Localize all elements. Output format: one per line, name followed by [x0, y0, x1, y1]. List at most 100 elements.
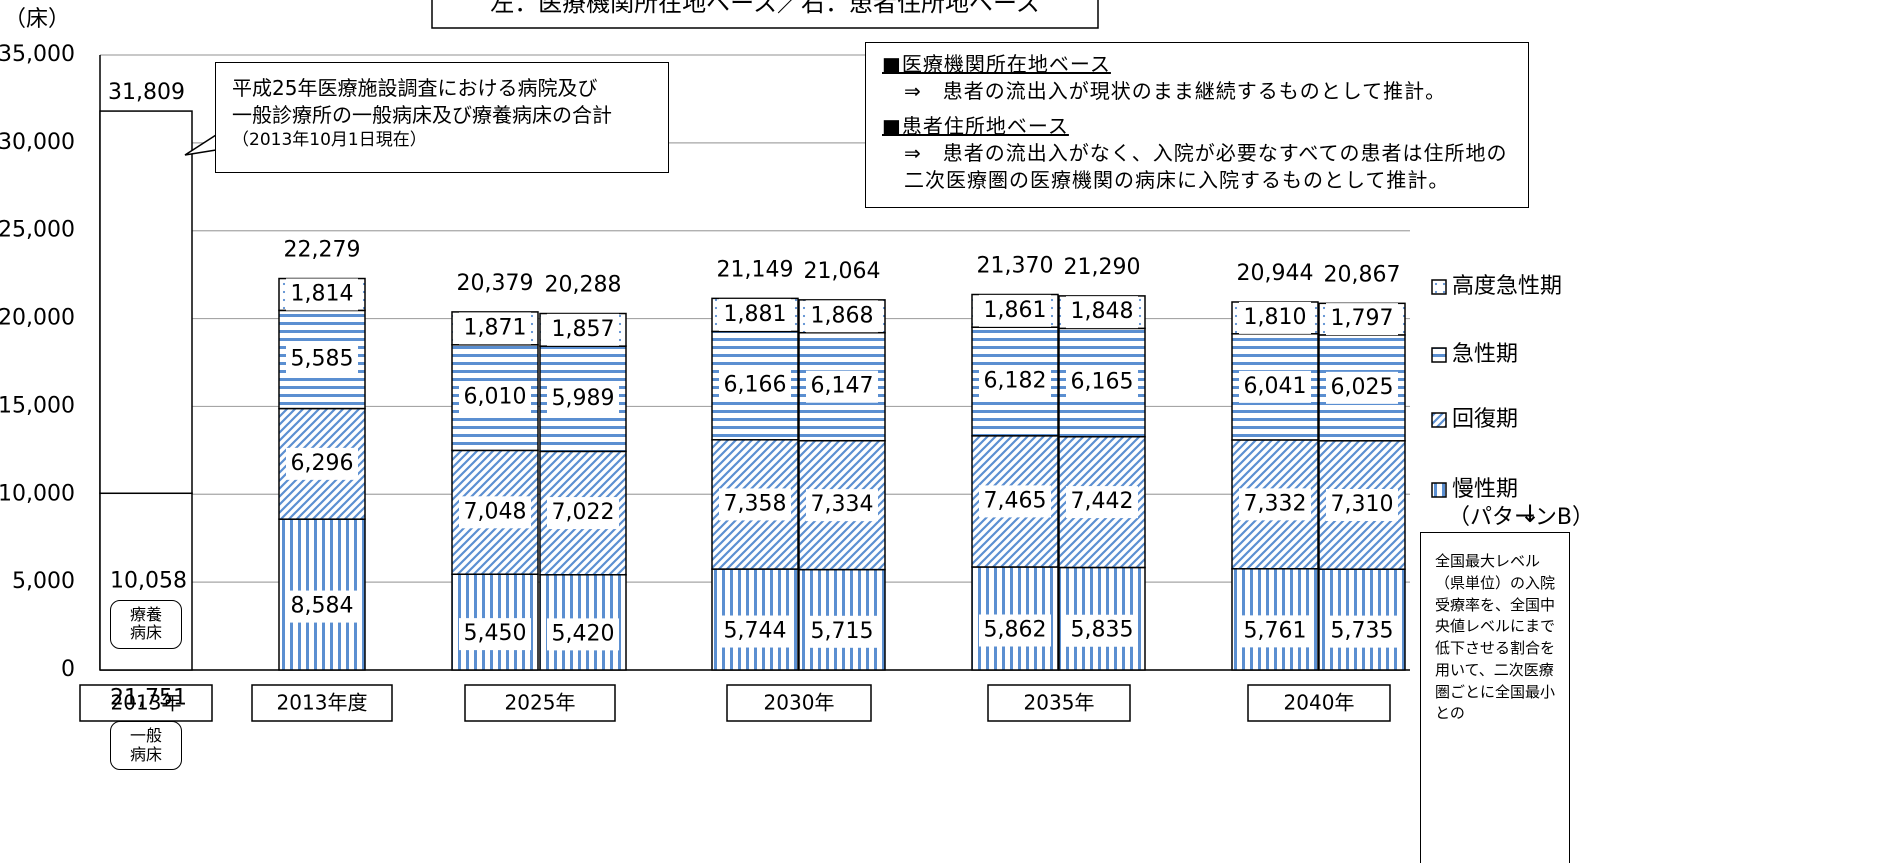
legend-swatch [1431, 482, 1447, 498]
bar-value-label: 1,868 [811, 303, 874, 328]
bar-value-label: 5,862 [984, 617, 1047, 642]
bar-value-label: 1,797 [1331, 306, 1394, 331]
note-line: （2013年10月1日現在） [232, 130, 427, 150]
y-tick-label: 25,000 [0, 218, 75, 243]
label-bg [806, 489, 878, 522]
x-tick-label: 2025年 [505, 691, 576, 715]
legend-label: 高度急性期 [1452, 274, 1562, 299]
bar-value-label: 5,450 [464, 621, 527, 646]
bar-value-label: 6,147 [811, 374, 874, 399]
bed-type-tag: 療養病床 [110, 600, 182, 649]
group-box [1247, 684, 1391, 722]
note-line: 一般診療所の一般病床及び療養病床の合計 [232, 103, 612, 127]
bar-value-label: 10,058 [110, 568, 187, 593]
bar-value-label: 6,025 [1331, 375, 1394, 400]
bar-value-label: 5,735 [1331, 619, 1394, 644]
label-bg [979, 294, 1051, 327]
label-bg [1239, 488, 1311, 521]
bar-value-label: 1,814 [291, 281, 354, 306]
bar-value-label: 1,861 [984, 298, 1047, 323]
legend-arrow: ↓ [1520, 500, 1541, 528]
bar-total-label: 31,809 [108, 80, 185, 105]
label-bg [1239, 370, 1311, 403]
bar-value-label: 1,810 [1244, 305, 1307, 330]
label-bg [979, 485, 1051, 518]
legend-note: （パターンB） [1448, 505, 1594, 530]
group-box [464, 684, 616, 722]
bar-value-label: 7,332 [1244, 491, 1307, 516]
info-text: ⇒ 患者の流出入が現状のまま継続するものとして推計。 [904, 79, 1447, 103]
side-note: 全国最大レベル（県単位）の入院受療率を、全国中央値レベルにまで低下させる割合を用… [1420, 532, 1570, 863]
label-bg [719, 615, 791, 648]
info-heading: ■患者住所地ベース [882, 114, 1069, 138]
title-box [431, 0, 1099, 29]
label-bg [286, 447, 358, 480]
note-line: 平成25年医療施設調査における病院及び [232, 76, 598, 100]
bar-total-label: 21,064 [804, 259, 881, 284]
legend-swatch [1431, 347, 1447, 363]
bar-segment [99, 110, 193, 495]
bar-value-label: 5,835 [1071, 618, 1134, 643]
bed-type-tag: 一般病床 [110, 721, 182, 771]
x-tick-label: 2013年度 [277, 691, 368, 715]
label-bg [286, 590, 358, 623]
bar-value-label: 1,848 [1071, 299, 1134, 324]
bar-value-label: 1,871 [464, 315, 527, 340]
label-bg [1066, 366, 1138, 399]
label-bg [719, 298, 791, 331]
legend-label: 慢性期 [1452, 477, 1518, 502]
bar-total-label: 21,370 [977, 253, 1054, 278]
info-heading: ■医療機関所在地ベース [882, 52, 1111, 76]
label-bg [1066, 486, 1138, 519]
info-box: ■医療機関所在地ベース ⇒ 患者の流出入が現状のまま継続するものとして推計。 ■… [865, 42, 1529, 208]
label-bg [1239, 615, 1311, 648]
bar-value-label: 5,420 [552, 621, 615, 646]
x-tick-label: 2035年 [1024, 691, 1095, 715]
legend-label: 回復期 [1452, 407, 1518, 432]
bar-value-label: 1,857 [552, 317, 615, 342]
label-bg [979, 365, 1051, 398]
legend-swatch [1431, 412, 1447, 428]
bar-value-label: 7,442 [1071, 489, 1134, 514]
bar-value-label: 7,048 [464, 499, 527, 524]
bar-value-label: 6,010 [464, 385, 527, 410]
bar-value-label: 8,584 [291, 594, 354, 619]
y-tick-label: 35,000 [0, 42, 75, 67]
x-tick-label: 2030年 [764, 691, 835, 715]
bar-value-label: 7,022 [552, 500, 615, 525]
label-bg [1326, 615, 1398, 648]
tag-text: 療養病床 [129, 605, 162, 643]
legend-label: 急性期 [1452, 342, 1518, 367]
bar-value-label: 6,296 [291, 451, 354, 476]
label-bg [1326, 371, 1398, 404]
base-note: 平成25年医療施設調査における病院及び 一般診療所の一般病床及び療養病床の合計 … [215, 62, 669, 173]
bar-value-label: 1,881 [724, 302, 787, 327]
label-bg [806, 615, 878, 648]
bar-value-label: 5,989 [552, 386, 615, 411]
label-bg [1326, 303, 1398, 336]
bar-total-label: 21,149 [717, 257, 794, 282]
bar-value-label: 21,751 [110, 685, 187, 710]
y-tick-label: 30,000 [0, 130, 75, 155]
bar-value-label: 7,358 [724, 491, 787, 516]
y-tick-label: 10,000 [0, 481, 75, 506]
bar-total-label: 20,288 [545, 273, 622, 298]
callout-pointer [184, 134, 217, 156]
label-bg [286, 343, 358, 376]
bar-value-label: 7,465 [984, 488, 1047, 513]
label-bg [719, 369, 791, 402]
label-bg [547, 497, 619, 530]
bar-value-label: 5,744 [724, 619, 787, 644]
y-tick-label: 15,000 [0, 393, 75, 418]
x-tick-label: 2013年 [111, 691, 182, 715]
bar-total-label: 20,944 [1237, 261, 1314, 286]
label-bg [459, 381, 531, 414]
bar-value-label: 7,310 [1331, 492, 1394, 517]
chart-title: 左：医療機関所在地ベース／右：患者住所地ベース [490, 0, 1040, 17]
group-box [726, 684, 872, 722]
label-bg [286, 278, 358, 311]
info-text: ⇒ 患者の流出入がなく、入院が必要なすべての患者は住所地の二次医療圏の医療機関の… [904, 141, 1508, 192]
label-bg [1326, 489, 1398, 522]
